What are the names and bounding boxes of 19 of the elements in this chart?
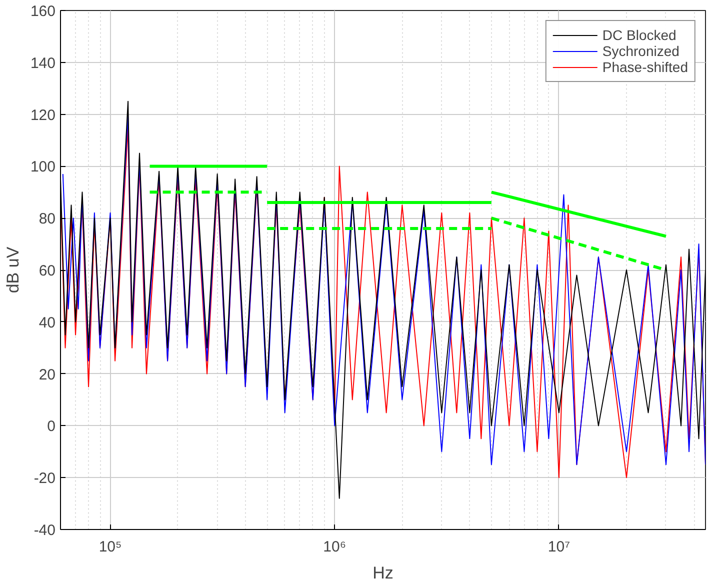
y-axis-title: dB uV [3,246,22,294]
y-tick-label: 20 [38,366,56,384]
y-tick-label: 60 [38,262,56,280]
y-tick-label: 120 [30,106,56,124]
y-tick-label: 80 [38,210,56,228]
y-tick-label: 160 [30,3,56,20]
x-tick-label: 10⁶ [323,538,346,556]
legend-label: Sychronized [602,43,680,59]
y-tick-label: -40 [34,522,56,539]
y-tick-label: -20 [34,470,56,488]
y-tick-label: 40 [38,314,56,332]
y-tick-label: 0 [47,418,56,436]
x-tick-label: 10⁷ [548,538,570,556]
x-tick-label: 10⁵ [98,538,122,556]
y-tick-label: 140 [30,54,56,72]
y-tick-label: 100 [30,158,56,176]
legend-label: Phase-shifted [602,59,688,75]
x-axis-title: Hz [372,564,394,582]
legend-label: DC Blocked [602,27,676,43]
